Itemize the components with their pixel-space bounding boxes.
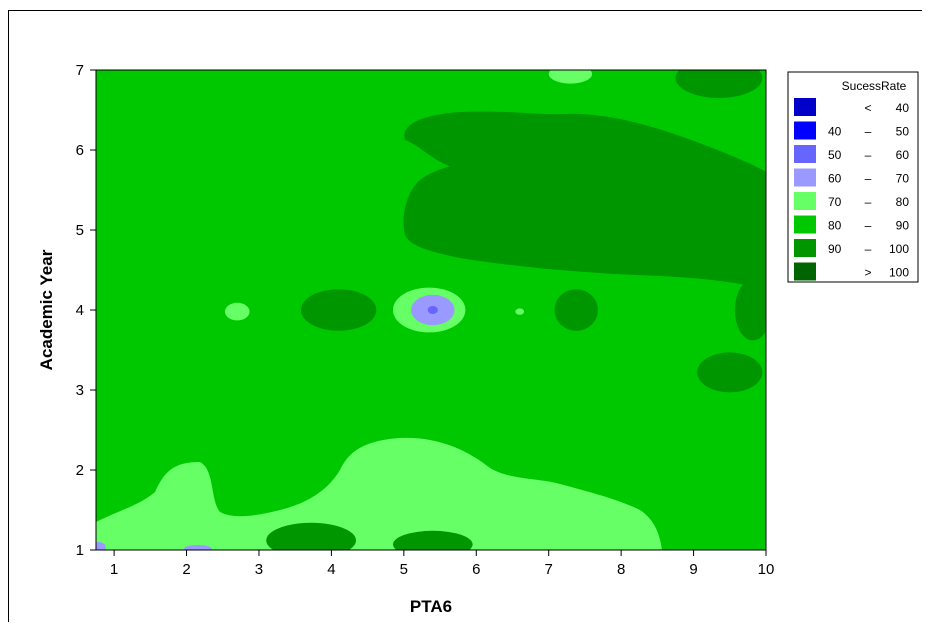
legend-op-0: < xyxy=(864,101,871,115)
contour-region-12 xyxy=(392,530,473,550)
legend-op-7: > xyxy=(864,266,871,280)
y-tick-label-3: 3 xyxy=(76,382,84,399)
contour-region-10 xyxy=(697,352,763,393)
legend-high-1: 50 xyxy=(896,125,910,139)
chart-frame xyxy=(8,10,922,622)
x-tick-label-8: 8 xyxy=(617,561,625,578)
legend-swatch-4 xyxy=(794,192,816,210)
contour-region-6 xyxy=(224,302,250,321)
contour-regions xyxy=(96,70,766,550)
x-tick-label-1: 1 xyxy=(110,561,118,578)
x-tick-label-9: 9 xyxy=(689,561,697,578)
legend-swatch-7 xyxy=(794,262,816,281)
y-tick-label-6: 6 xyxy=(76,142,84,159)
legend-high-4: 80 xyxy=(896,195,910,209)
legend-op-3: – xyxy=(865,172,872,186)
legend-swatch-5 xyxy=(794,215,816,234)
contour-region-corner-60-70 xyxy=(96,542,106,550)
x-tick-label-2: 2 xyxy=(182,561,190,578)
contour-region-lower-70-80 xyxy=(96,437,662,550)
contour-region-8 xyxy=(554,289,598,331)
legend-low-6: 90 xyxy=(828,242,842,256)
x-tick-label-10: 10 xyxy=(758,561,775,578)
legend-high-5: 90 xyxy=(896,219,910,233)
x-tick-label-5: 5 xyxy=(400,561,408,578)
contour-region-11 xyxy=(266,522,357,550)
y-tick-label-4: 4 xyxy=(76,302,84,319)
legend-swatch-3 xyxy=(794,168,816,187)
x-tick-label-7: 7 xyxy=(545,561,553,578)
legend-low-1: 40 xyxy=(828,125,842,139)
legend-swatch-1 xyxy=(794,121,816,140)
contour-region-2 xyxy=(300,289,377,331)
y-tick-label-5: 5 xyxy=(76,222,84,239)
legend-high-3: 70 xyxy=(896,172,910,186)
legend-low-2: 50 xyxy=(828,148,842,162)
y-tick-label-1: 1 xyxy=(76,542,84,559)
contour-region-0 xyxy=(675,70,763,98)
y-tick-label-7: 7 xyxy=(76,62,84,79)
y-tick-label-2: 2 xyxy=(76,462,84,479)
legend-swatch-2 xyxy=(794,145,816,163)
legend-high-2: 60 xyxy=(896,148,910,162)
axes: 1 2 3 4 5 6 7 8 9 10 1 2 3 4 5 6 7 xyxy=(76,62,775,578)
contour-region-5 xyxy=(427,306,438,314)
legend-low-5: 80 xyxy=(828,219,842,233)
contour-region-bottom-60-70 xyxy=(184,545,212,550)
legend-op-1: – xyxy=(865,125,872,139)
contour-region-7 xyxy=(515,308,525,315)
x-axis-title: PTA6 xyxy=(410,597,452,616)
contour-region-1 xyxy=(548,70,593,84)
legend-title: SucessRate xyxy=(842,79,907,93)
legend-op-5: – xyxy=(865,219,872,233)
legend-high-7: 100 xyxy=(889,266,909,280)
y-axis-title: Academic Year xyxy=(37,249,56,370)
legend: SucessRate < 40 40 – 50 50 – 60 60 – 70 70 – 80 80 – 90 90… xyxy=(787,71,919,283)
legend-op-4: – xyxy=(865,195,872,209)
legend-swatch-6 xyxy=(794,239,816,257)
legend-swatch-0 xyxy=(794,98,816,116)
x-tick-label-6: 6 xyxy=(472,561,480,578)
x-tick-label-4: 4 xyxy=(327,561,335,578)
contour-region-upper-90-100 xyxy=(403,111,766,290)
legend-low-4: 70 xyxy=(828,195,842,209)
x-tick-label-3: 3 xyxy=(255,561,263,578)
legend-high-6: 100 xyxy=(889,242,909,256)
legend-low-3: 60 xyxy=(828,172,842,186)
legend-op-6: – xyxy=(865,242,872,256)
legend-op-2: – xyxy=(865,148,872,162)
contour-region-9 xyxy=(734,279,766,341)
legend-high-0: 40 xyxy=(896,101,910,115)
